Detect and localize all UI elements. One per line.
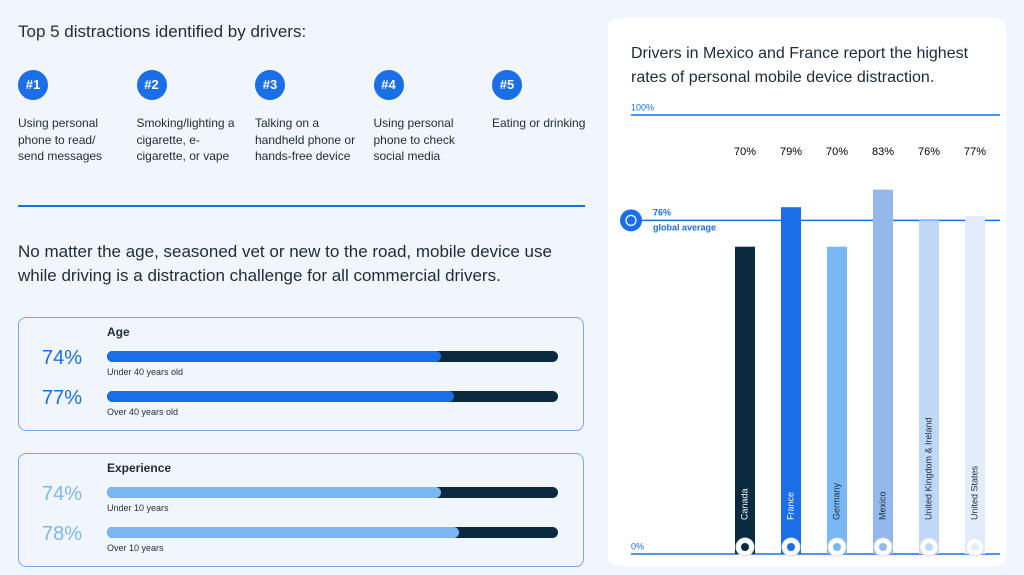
- x-tick-label: France: [785, 492, 795, 520]
- distraction-label: Smoking/lighting a cigarette, e-cigarett…: [136, 116, 235, 163]
- percent-label: 77%: [42, 387, 83, 409]
- distraction-label: Talking on a handheld phone or hands-fre…: [255, 116, 356, 163]
- progress-fill: [107, 527, 459, 538]
- value-label: 79%: [780, 146, 802, 158]
- row-label: Over 10 years: [107, 543, 164, 553]
- y-tick-label: 100%: [631, 102, 654, 112]
- statement: No matter the age, seasoned vet or new t…: [18, 242, 552, 285]
- bar: [827, 246, 847, 554]
- globe-icon-ring: [625, 214, 637, 226]
- distractions-title: Top 5 distractions identified by drivers…: [18, 22, 307, 41]
- rank-badge: #3: [255, 70, 285, 100]
- rank-badge: #2: [136, 70, 167, 100]
- percent-label: 78%: [42, 523, 83, 545]
- group-title: Experience: [107, 461, 172, 475]
- distraction-label: Eating or drinking: [492, 116, 586, 130]
- flag-icon-center: [741, 543, 749, 551]
- flag-icon-center: [925, 543, 933, 551]
- percent-label: 74%: [42, 483, 83, 505]
- progress-track: [107, 487, 558, 498]
- value-label: 77%: [964, 146, 986, 158]
- flag-icon-center: [879, 543, 887, 551]
- progress-fill: [107, 391, 455, 402]
- progress-track: [107, 391, 558, 402]
- x-tick-label: Mexico: [877, 491, 887, 520]
- x-tick-label: Germany: [831, 482, 841, 520]
- bar: [919, 220, 939, 555]
- y-tick-label: 0%: [631, 541, 644, 551]
- bar: [781, 207, 801, 554]
- divider: [18, 205, 585, 207]
- flag-icon-center: [787, 543, 795, 551]
- value-label: 76%: [918, 146, 940, 158]
- group-box: [18, 453, 584, 567]
- x-tick-label: United States: [969, 465, 979, 520]
- flag-icon-center: [971, 543, 979, 551]
- row-label: Under 40 years old: [107, 367, 184, 377]
- progress-fill: [107, 351, 441, 362]
- row-label: Under 10 years: [107, 503, 169, 513]
- value-label: 83%: [872, 146, 894, 158]
- group-title: Age: [107, 325, 130, 339]
- progress-track: [107, 527, 558, 538]
- chart-card: [608, 18, 1006, 566]
- x-tick-label: Canada: [739, 488, 749, 520]
- globe-icon: [620, 209, 642, 232]
- row-label: Over 40 years old: [107, 407, 179, 417]
- distraction-label: Using personal phone to check social med…: [373, 116, 455, 163]
- group-box: [18, 317, 584, 431]
- bar: [873, 189, 893, 554]
- percent-label: 74%: [42, 347, 83, 369]
- rank-badge: #4: [373, 70, 404, 100]
- x-tick-label: United Kingdom & Ireland: [923, 417, 933, 520]
- progress-track: [107, 351, 558, 362]
- progress-fill: [107, 487, 441, 498]
- distraction-label: Using personal phone to read/ send messa…: [18, 116, 103, 163]
- bar: [735, 246, 755, 554]
- reference-text: global average: [653, 223, 716, 233]
- value-label: 70%: [826, 146, 848, 158]
- reference-label: 76%: [653, 208, 671, 218]
- rank-badge: #1: [18, 70, 48, 100]
- flag-icon-center: [833, 543, 841, 551]
- value-label: 70%: [734, 146, 756, 158]
- bar: [965, 215, 985, 554]
- rank-badge: #5: [492, 70, 522, 100]
- chart-title: Drivers in Mexico and France report the …: [631, 45, 969, 86]
